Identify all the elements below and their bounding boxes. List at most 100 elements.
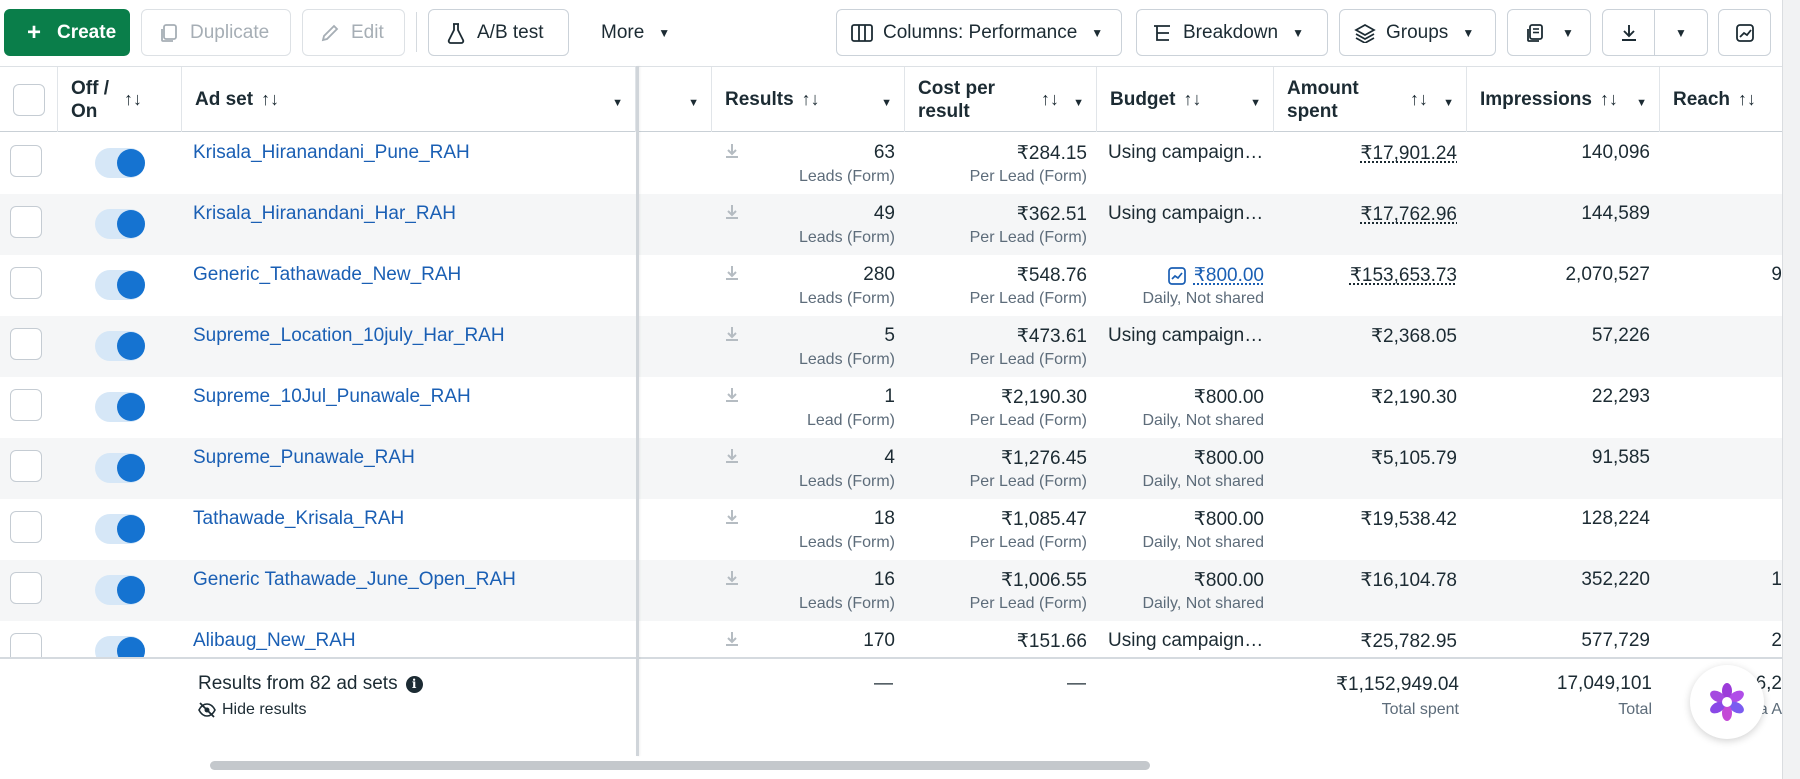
budget-amount-link[interactable]: ₹800.00 [1193, 265, 1264, 286]
edit-button[interactable]: Edit [302, 9, 405, 56]
row-toggle[interactable] [95, 575, 145, 605]
download-icon[interactable] [723, 142, 741, 160]
budget-value[interactable]: ₹800.00 [1167, 264, 1264, 287]
row-checkbox[interactable] [10, 328, 42, 360]
caret-down-icon[interactable]: ▼ [1073, 97, 1084, 109]
header-ad-set[interactable]: Ad set ↑↓ ▼ [182, 67, 636, 132]
row-checkbox[interactable] [10, 450, 42, 482]
view-charts-button[interactable] [1718, 9, 1771, 56]
row-toggle[interactable] [95, 270, 145, 300]
download-icon[interactable] [723, 508, 741, 526]
caret-down-icon[interactable]: ▼ [688, 97, 699, 109]
table-row[interactable]: Generic_Tathawade_New_RAH 280 Leads (Form)… [0, 255, 1782, 316]
eye-slash-icon [198, 702, 216, 718]
ad-set-name-link[interactable]: Supreme_Punawale_RAH [193, 447, 415, 468]
table-row[interactable]: Supreme_10Jul_Punawale_RAH 1 Lead (Form) ₹2… [0, 377, 1782, 438]
duplicate-button[interactable]: Duplicate [141, 9, 291, 56]
download-icon[interactable] [723, 447, 741, 465]
header-amount-spent[interactable]: Amount spent ↑↓ ▼ [1274, 67, 1467, 132]
ad-set-name-link[interactable]: Generic_Tathawade_New_RAH [193, 264, 462, 285]
row-checkbox[interactable] [10, 572, 42, 604]
sort-icon[interactable]: ↑↓ [1738, 89, 1757, 109]
row-toggle[interactable] [95, 392, 145, 422]
sort-icon[interactable]: ↑↓ [261, 89, 280, 109]
table-row[interactable]: Tathawade_Krisala_RAH 18 Leads (Form) ₹1,08… [0, 499, 1782, 560]
row-checkbox[interactable] [10, 267, 42, 299]
row-toggle[interactable] [95, 148, 145, 178]
download-icon[interactable] [723, 569, 741, 587]
ad-set-name-link[interactable]: Krisala_Hiranandani_Pune_RAH [193, 142, 470, 163]
row-toggle[interactable] [95, 331, 145, 361]
caret-down-icon[interactable]: ▼ [1636, 97, 1647, 109]
download-icon[interactable] [723, 264, 741, 282]
table-footer: Results from 82 ad sets i Hide results —… [0, 657, 1782, 756]
reports-dropdown[interactable]: ▼ [1507, 9, 1591, 56]
results-type: Leads (Form) [798, 473, 895, 490]
download-icon[interactable] [723, 325, 741, 343]
row-checkbox[interactable] [10, 389, 42, 421]
select-all-checkbox[interactable] [12, 83, 45, 116]
download-icon[interactable] [723, 630, 741, 648]
header-impressions[interactable]: Impressions ↑↓ ▼ [1467, 67, 1660, 132]
row-checkbox[interactable] [10, 206, 42, 238]
ad-set-name-link[interactable]: Alibaug_New_RAH [193, 630, 356, 651]
table-row[interactable]: Krisala_Hiranandani_Pune_RAH 63 Leads (For… [0, 133, 1782, 194]
ad-set-name-link[interactable]: Generic Tathawade_June_Open_RAH [193, 569, 516, 590]
caret-down-icon[interactable]: ▼ [612, 97, 623, 109]
table-row[interactable]: Krisala_Hiranandani_Har_RAH 49 Leads (Form… [0, 194, 1782, 255]
sort-icon[interactable]: ↑↓ [1183, 89, 1202, 109]
header-hidden-column[interactable]: ▼ [636, 67, 712, 132]
row-toggle[interactable] [95, 453, 145, 483]
groups-dropdown[interactable]: Groups ▼ [1339, 9, 1496, 56]
hide-results-link[interactable]: Hide results [198, 701, 306, 719]
header-off-on[interactable]: Off / On ↑↓ [58, 67, 182, 132]
more-button[interactable]: More ▼ [586, 9, 686, 56]
horizontal-scrollbar[interactable] [210, 761, 1150, 770]
download-icon[interactable] [723, 386, 741, 404]
row-toggle[interactable] [95, 514, 145, 544]
breakdown-dropdown[interactable]: Breakdown ▼ [1136, 9, 1328, 56]
sort-icon[interactable]: ↑↓ [124, 89, 142, 109]
table-row[interactable]: Supreme_Punawale_RAH 4 Leads (Form) ₹1,276.… [0, 438, 1782, 499]
caret-down-icon[interactable]: ▼ [1250, 97, 1261, 109]
ad-set-name-link[interactable]: Supreme_Location_10july_Har_RAH [193, 325, 505, 346]
sort-icon[interactable]: ↑↓ [1599, 89, 1618, 109]
header-budget[interactable]: Budget ↑↓ ▼ [1097, 67, 1274, 132]
vertical-scroll-track[interactable] [1782, 0, 1800, 779]
table-row[interactable]: Generic Tathawade_June_Open_RAH 16 Leads (… [0, 560, 1782, 621]
table-row[interactable]: Supreme_Location_10july_Har_RAH 5 Leads (F… [0, 316, 1782, 377]
reach-value: 9 [1771, 264, 1782, 285]
ad-set-name-link[interactable]: Supreme_10Jul_Punawale_RAH [193, 386, 471, 407]
caret-down-icon[interactable]: ▼ [881, 97, 892, 109]
create-button[interactable]: + Create [4, 9, 130, 56]
select-all-cell [0, 67, 58, 132]
info-icon[interactable]: i [405, 675, 423, 693]
export-button[interactable] [1603, 10, 1655, 55]
ad-set-name-link[interactable]: Krisala_Hiranandani_Har_RAH [193, 203, 456, 224]
download-icon[interactable] [723, 203, 741, 221]
results-value: 280 [863, 264, 895, 285]
header-reach[interactable]: Reach ↑↓ [1673, 89, 1757, 110]
breakdown-icon [1151, 22, 1173, 44]
export-options-button[interactable]: ▼ [1655, 10, 1707, 55]
budget-value: ₹800.00 [1193, 509, 1264, 530]
toolbar: + Create Duplicate Edit A/B test More ▼ … [0, 0, 1800, 66]
ab-test-button[interactable]: A/B test [428, 9, 569, 56]
cost-per-result-value: ₹284.15 [1016, 143, 1087, 164]
sort-icon[interactable]: ↑↓ [1410, 89, 1428, 109]
row-toggle[interactable] [95, 209, 145, 239]
assistant-button[interactable] [1690, 665, 1764, 739]
row-checkbox[interactable] [10, 511, 42, 543]
sort-icon[interactable]: ↑↓ [1041, 89, 1059, 109]
amount-spent-value: ₹2,368.05 [1370, 326, 1457, 347]
columns-icon [851, 22, 873, 44]
columns-dropdown[interactable]: Columns: Performance ▼ [836, 9, 1122, 56]
header-results[interactable]: Results ↑↓ ▼ [712, 67, 905, 132]
footer-total-reach-label: a A [1758, 701, 1782, 718]
header-cost-per-result[interactable]: Cost per result ↑↓ ▼ [905, 67, 1097, 132]
caret-down-icon[interactable]: ▼ [1443, 97, 1454, 109]
table-row[interactable]: Alibaug_New_RAH 170 ₹151.66 Using campaign…… [0, 621, 1782, 682]
sort-icon[interactable]: ↑↓ [801, 89, 820, 109]
ad-set-name-link[interactable]: Tathawade_Krisala_RAH [193, 508, 405, 529]
row-checkbox[interactable] [10, 145, 42, 177]
